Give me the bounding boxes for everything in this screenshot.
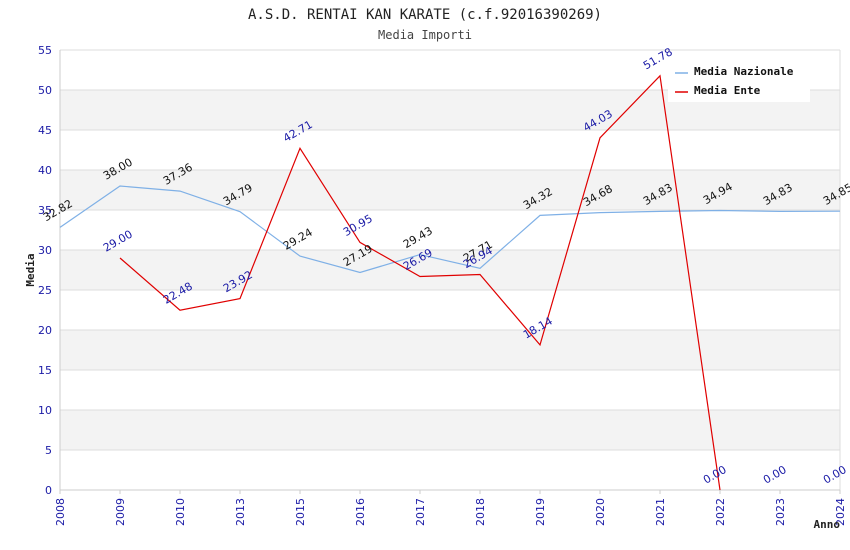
x-axis-label: Anno — [814, 518, 841, 531]
data-label-media-ente: 30.95 — [341, 212, 375, 239]
legend: Media Nazionale Media Ente — [668, 60, 810, 102]
grid-band — [60, 410, 840, 450]
legend-label-media-ente: Media Ente — [694, 84, 761, 97]
y-tick-label: 55 — [38, 44, 52, 57]
chart-title: A.S.D. RENTAI KAN KARATE (c.f.9201639026… — [248, 7, 602, 23]
y-tick-label: 40 — [38, 164, 52, 177]
x-tick-label: 2010 — [174, 498, 187, 526]
x-tick-label: 2023 — [774, 498, 787, 526]
x-tick-label: 2009 — [114, 498, 127, 526]
x-tick-label: 2017 — [414, 498, 427, 526]
x-tick-label: 2021 — [654, 498, 667, 526]
x-tick-label: 2018 — [474, 498, 487, 526]
y-tick-label: 25 — [38, 284, 52, 297]
data-label-media-nazionale: 29.24 — [281, 226, 315, 253]
y-tick-label: 35 — [38, 204, 52, 217]
y-tick-label: 0 — [45, 484, 52, 497]
series-lines — [59, 74, 841, 491]
y-tick-label: 10 — [38, 404, 52, 417]
y-axis-label: Media — [24, 253, 37, 286]
data-label-media-nazionale: 29.43 — [401, 224, 435, 251]
chart-subtitle: Media Importi — [378, 28, 472, 42]
x-tick-label: 2020 — [594, 498, 607, 526]
legend-label-media-nazionale: Media Nazionale — [694, 65, 794, 78]
grid-band — [60, 170, 840, 210]
data-label-media-ente: 0.00 — [821, 463, 849, 487]
y-tick-label: 50 — [38, 84, 52, 97]
grid-bands — [60, 90, 840, 450]
y-tick-label: 45 — [38, 124, 52, 137]
x-tick-label: 2024 — [834, 498, 847, 526]
legend-box — [668, 60, 810, 102]
x-axis-ticks: 2008 2009 2010 2013 2015 2016 2017 2018 2019 2020… — [54, 490, 847, 526]
y-axis-ticks: 0 5 10 15 20 25 30 35 40 45 50 55 — [38, 44, 52, 497]
grid-band — [60, 330, 840, 370]
grid-band — [60, 250, 840, 290]
data-label-media-ente: 0.00 — [761, 463, 789, 487]
y-tick-label: 30 — [38, 244, 52, 257]
data-label-media-ente: 0.00 — [701, 463, 729, 487]
x-tick-label: 2019 — [534, 498, 547, 526]
y-tick-label: 20 — [38, 324, 52, 337]
grid-lines — [59, 49, 841, 491]
x-tick-label: 2016 — [354, 498, 367, 526]
x-tick-label: 2008 — [54, 498, 67, 526]
series-line-media-nazionale — [59, 185, 841, 274]
y-tick-label: 15 — [38, 364, 52, 377]
x-tick-label: 2013 — [234, 498, 247, 526]
y-tick-label: 5 — [45, 444, 52, 457]
x-tick-label: 2022 — [714, 498, 727, 526]
x-tick-label: 2015 — [294, 498, 307, 526]
series-line-media-ente — [119, 74, 721, 491]
